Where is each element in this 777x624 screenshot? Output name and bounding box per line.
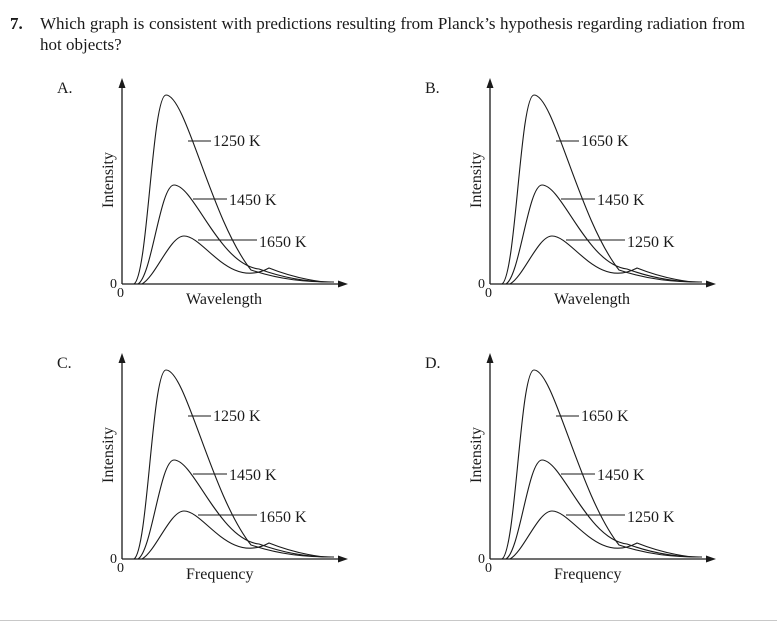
x-axis-arrow-icon <box>706 555 716 563</box>
graph-panel-a[interactable]: A. 00 Intensity Wavelength 1250 K 1450 K 1650 … <box>57 78 348 308</box>
intensity-curve <box>501 369 703 560</box>
curve-label: 1650 K <box>259 234 307 251</box>
option-letter: A. <box>57 80 73 97</box>
curve-label: 1450 K <box>229 467 277 484</box>
curve-label: 1650 K <box>259 509 307 526</box>
y-axis-label: Intensity <box>100 152 117 208</box>
intensity-curve <box>505 184 700 285</box>
y-axis-arrow-icon <box>118 353 126 363</box>
x-axis-arrow-icon <box>338 555 348 563</box>
graph-panel-b[interactable]: B. 00 Intensity Wavelength 1650 K 1450 K 1250 … <box>425 78 716 308</box>
y-axis-arrow-icon <box>486 353 494 363</box>
intensity-curve <box>505 459 700 560</box>
y-axis-label: Intensity <box>468 152 485 208</box>
origin-y-zero: 0 <box>478 552 485 567</box>
curve-label: 1250 K <box>627 234 675 251</box>
option-letter: C. <box>57 355 72 372</box>
curve-label: 1450 K <box>229 192 277 209</box>
x-axis-label: Wavelength <box>554 291 630 308</box>
curve-label: 1650 K <box>581 408 629 425</box>
x-axis-label: Frequency <box>186 566 254 583</box>
question-text: Which graph is consistent with predictio… <box>40 14 745 54</box>
bottom-border <box>0 620 777 624</box>
intensity-curve <box>509 510 697 560</box>
origin-y-zero: 0 <box>110 552 117 567</box>
question-number: 7. <box>10 14 23 33</box>
intensity-curve <box>141 235 329 285</box>
option-letter: B. <box>425 80 440 97</box>
graph-panel-c[interactable]: C. 00 Intensity Frequency 1250 K 1450 K 1650 K <box>57 353 348 583</box>
origin-y-zero: 0 <box>478 277 485 292</box>
curve-label: 1650 K <box>581 133 629 150</box>
curve-label: 1250 K <box>213 408 261 425</box>
origin-x-zero: 0 <box>117 561 124 576</box>
curve-label: 1250 K <box>627 509 675 526</box>
x-axis-label: Wavelength <box>186 291 262 308</box>
intensity-curve <box>509 235 697 285</box>
intensity-curve <box>137 459 332 560</box>
origin-y-zero: 0 <box>110 277 117 292</box>
x-axis-label: Frequency <box>554 566 622 583</box>
option-letter: D. <box>425 355 441 372</box>
y-axis-arrow-icon <box>118 78 126 88</box>
origin-x-zero: 0 <box>117 286 124 301</box>
intensity-curve <box>141 510 329 560</box>
intensity-curve <box>133 369 335 560</box>
intensity-curve <box>137 184 332 285</box>
y-axis-label: Intensity <box>100 427 117 483</box>
curve-label: 1450 K <box>597 192 645 209</box>
x-axis-arrow-icon <box>706 280 716 288</box>
intensity-curve <box>501 94 703 285</box>
curve-label: 1250 K <box>213 133 261 150</box>
origin-x-zero: 0 <box>485 286 492 301</box>
intensity-curve <box>133 94 335 285</box>
graph-panel-d[interactable]: D. 00 Intensity Frequency 1650 K 1450 K 1250 K <box>425 353 716 583</box>
y-axis-arrow-icon <box>486 78 494 88</box>
origin-x-zero: 0 <box>485 561 492 576</box>
y-axis-label: Intensity <box>468 427 485 483</box>
x-axis-arrow-icon <box>338 280 348 288</box>
curve-label: 1450 K <box>597 467 645 484</box>
